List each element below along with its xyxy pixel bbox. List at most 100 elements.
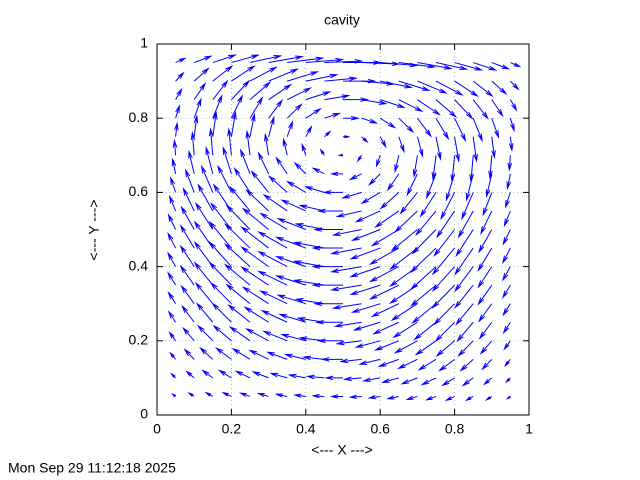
vector-arrow [501, 284, 511, 300]
vector-arrow [450, 155, 456, 184]
vector-arrow [257, 151, 270, 175]
vector-arrow [256, 392, 269, 398]
vector-arrow [241, 207, 269, 230]
vector-arrow [491, 136, 496, 160]
vector-arrow [431, 155, 437, 181]
vector-arrow [335, 210, 362, 218]
vector-arrow [502, 321, 511, 335]
vector-arrow [373, 340, 399, 351]
vector-arrow [343, 135, 351, 139]
vector-arrow [179, 264, 195, 286]
vector-arrow [280, 333, 306, 342]
vector-arrow [380, 377, 399, 383]
vector-arrow [305, 125, 313, 137]
vector-arrow [302, 355, 325, 361]
vector-arrow [266, 351, 288, 360]
vector-arrow [479, 340, 493, 355]
vector-arrow [239, 148, 251, 175]
vector-arrow [311, 393, 325, 399]
vector-arrow [491, 99, 504, 118]
vector-arrow [435, 340, 455, 357]
vector-arrow [212, 94, 223, 119]
vector-arrow [478, 229, 493, 254]
vector-arrow [329, 247, 362, 255]
vector-arrow [370, 303, 400, 318]
vector-arrow [348, 394, 362, 399]
vector-arrow [193, 261, 214, 286]
y-tick-label: 0.8 [129, 109, 149, 125]
vector-arrow [413, 321, 437, 341]
vector-arrow [433, 303, 455, 326]
vector-arrow [417, 62, 453, 70]
vector-arrow [354, 210, 381, 223]
vector-arrow [454, 247, 474, 276]
vector-arrow [188, 149, 195, 174]
vector-arrow [182, 186, 195, 212]
vector-arrow [293, 393, 306, 398]
vector-arrow [411, 303, 437, 324]
vector-arrow [431, 247, 455, 276]
vector-arrow [286, 103, 303, 119]
vector-arrow [200, 164, 214, 193]
vector-arrow [204, 391, 214, 397]
vector-arrow [329, 171, 343, 176]
vector-arrow [286, 120, 294, 137]
vector-arrow [259, 212, 288, 230]
vector-arrow [398, 80, 431, 91]
vector-arrow [341, 191, 362, 199]
vector-arrow [305, 57, 345, 64]
vector-arrow [182, 326, 195, 342]
vector-arrow [199, 346, 214, 360]
vector-arrow [168, 331, 177, 342]
vector-arrow [480, 210, 493, 235]
vector-arrow [454, 62, 484, 71]
chart-title: cavity [324, 12, 360, 28]
vector-arrow [195, 302, 214, 323]
vector-arrow [324, 375, 343, 381]
vector-arrow [361, 136, 369, 144]
vector-arrow [368, 266, 400, 283]
vector-arrow [292, 241, 325, 249]
vector-arrow [249, 55, 283, 64]
vector-arrow [358, 358, 381, 365]
vector-arrow [205, 145, 214, 174]
vector-arrow [441, 377, 455, 387]
vector-arrow [406, 173, 418, 197]
vector-arrow [167, 213, 177, 230]
vector-arrow [503, 340, 511, 351]
vector-arrow [329, 394, 343, 399]
vector-arrow [457, 210, 474, 239]
vector-arrow [212, 79, 229, 100]
vector-arrow [171, 393, 177, 398]
y-tick-label: 0.6 [129, 183, 149, 199]
vector-arrow [454, 136, 460, 163]
vector-arrow [482, 192, 493, 217]
vector-arrow [354, 340, 381, 348]
vector-arrow [472, 118, 483, 143]
vector-arrow [315, 319, 343, 325]
vector-arrow [415, 210, 437, 237]
vector-arrow [502, 266, 511, 282]
vector-arrow [329, 284, 362, 292]
vector-arrow [361, 117, 379, 124]
vector-arrow [482, 377, 493, 386]
vector-arrow [225, 283, 251, 305]
vector-arrow [409, 284, 437, 307]
vector-arrow [508, 136, 514, 153]
vector-arrow [193, 82, 207, 100]
vector-arrow [305, 73, 339, 82]
vector-arrow [212, 54, 237, 64]
vector-arrow [390, 229, 418, 252]
vector-arrow [477, 284, 493, 306]
vector-arrow [405, 395, 418, 400]
vector-arrow [339, 358, 362, 364]
vector-arrow [231, 54, 261, 64]
vector-arrow [435, 117, 450, 141]
vector-arrow [274, 255, 306, 268]
vector-arrow [274, 236, 306, 249]
vector-arrow [260, 309, 288, 323]
vector-arrow [377, 358, 399, 368]
vector-arrow [234, 370, 251, 379]
vector-arrow [262, 330, 288, 342]
